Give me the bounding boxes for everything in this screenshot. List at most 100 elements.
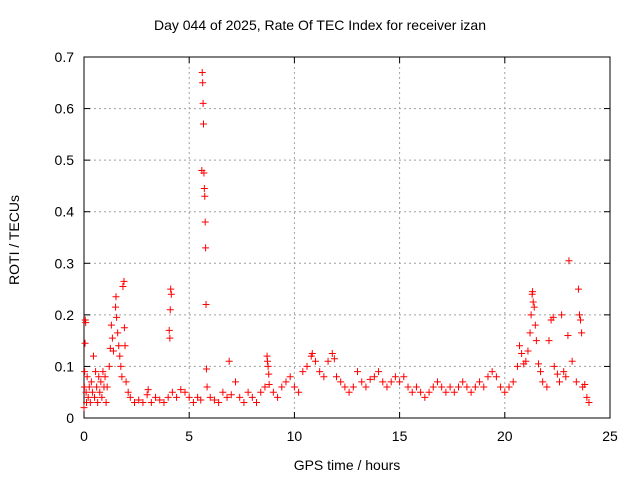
data-point bbox=[421, 393, 429, 401]
data-point bbox=[102, 399, 110, 407]
data-point bbox=[471, 383, 479, 391]
data-point bbox=[98, 393, 106, 401]
data-point bbox=[509, 378, 517, 386]
data-point bbox=[96, 388, 104, 396]
data-point bbox=[199, 79, 207, 87]
data-point bbox=[308, 350, 316, 358]
data-point bbox=[215, 399, 223, 407]
x-tick-label: 5 bbox=[185, 428, 193, 444]
data-point bbox=[391, 373, 399, 381]
data-point bbox=[160, 399, 168, 407]
data-point bbox=[575, 311, 583, 319]
data-point bbox=[92, 368, 100, 376]
data-point bbox=[311, 357, 319, 365]
data-point bbox=[88, 388, 96, 396]
data-point bbox=[112, 293, 120, 301]
data-point bbox=[501, 388, 509, 396]
data-point bbox=[274, 393, 282, 401]
data-point bbox=[412, 383, 420, 391]
data-point bbox=[257, 388, 265, 396]
x-tick-label: 10 bbox=[287, 428, 303, 444]
data-point bbox=[522, 357, 530, 365]
data-point bbox=[117, 362, 125, 370]
data-point bbox=[442, 388, 450, 396]
data-point bbox=[463, 383, 471, 391]
data-point bbox=[115, 342, 123, 350]
data-point bbox=[206, 393, 214, 401]
data-point bbox=[558, 311, 566, 319]
data-point bbox=[529, 288, 537, 296]
data-point bbox=[120, 277, 128, 285]
data-point bbox=[147, 399, 155, 407]
data-point bbox=[80, 404, 88, 412]
data-point bbox=[303, 362, 311, 370]
data-point bbox=[108, 334, 116, 342]
data-point bbox=[539, 378, 547, 386]
y-tick-label: 0.4 bbox=[55, 204, 75, 220]
data-point bbox=[387, 378, 395, 386]
data-point bbox=[210, 396, 218, 404]
data-point bbox=[240, 399, 248, 407]
data-point bbox=[370, 373, 378, 381]
x-tick-label: 15 bbox=[392, 428, 408, 444]
data-point bbox=[345, 388, 353, 396]
data-point bbox=[130, 399, 138, 407]
data-point bbox=[476, 378, 484, 386]
data-point bbox=[565, 257, 573, 265]
data-point bbox=[349, 383, 357, 391]
data-point bbox=[531, 321, 539, 329]
data-point bbox=[165, 326, 173, 334]
data-point bbox=[105, 362, 113, 370]
data-point bbox=[505, 383, 513, 391]
data-point bbox=[537, 368, 545, 376]
data-point bbox=[543, 383, 551, 391]
data-point bbox=[253, 399, 261, 407]
data-point bbox=[91, 393, 99, 401]
data-point bbox=[278, 383, 286, 391]
y-axis-label: ROTI / TECUs bbox=[6, 195, 22, 285]
data-point bbox=[89, 352, 97, 360]
data-point bbox=[574, 285, 582, 293]
data-point bbox=[81, 368, 89, 376]
data-point bbox=[118, 373, 126, 381]
data-point bbox=[114, 329, 122, 337]
data-point bbox=[236, 393, 244, 401]
y-tick-label: 0.3 bbox=[55, 255, 75, 271]
data-point bbox=[84, 393, 92, 401]
data-point bbox=[87, 378, 95, 386]
data-point bbox=[112, 303, 120, 311]
data-point bbox=[400, 373, 408, 381]
data-point bbox=[581, 380, 589, 388]
data-point bbox=[408, 388, 416, 396]
x-tick-label: 0 bbox=[80, 428, 88, 444]
data-point bbox=[248, 393, 256, 401]
data-point bbox=[166, 306, 174, 314]
data-point bbox=[295, 388, 303, 396]
data-point bbox=[550, 362, 558, 370]
data-point bbox=[438, 383, 446, 391]
data-point bbox=[513, 362, 521, 370]
data-point bbox=[545, 337, 553, 345]
data-point bbox=[122, 378, 130, 386]
data-point bbox=[167, 290, 175, 298]
y-tick-label: 0.1 bbox=[55, 358, 75, 374]
data-point bbox=[362, 383, 370, 391]
data-point bbox=[231, 378, 239, 386]
data-point bbox=[516, 342, 524, 350]
data-point bbox=[86, 399, 94, 407]
data-point bbox=[354, 368, 362, 376]
data-point bbox=[164, 393, 172, 401]
data-point bbox=[185, 393, 193, 401]
data-point bbox=[332, 373, 340, 381]
data-point bbox=[264, 362, 272, 370]
data-point bbox=[324, 357, 332, 365]
data-point bbox=[518, 350, 526, 358]
data-point bbox=[578, 329, 586, 337]
data-point bbox=[433, 378, 441, 386]
data-point bbox=[488, 368, 496, 376]
data-point bbox=[124, 388, 132, 396]
data-point bbox=[223, 393, 231, 401]
data-point bbox=[94, 399, 102, 407]
